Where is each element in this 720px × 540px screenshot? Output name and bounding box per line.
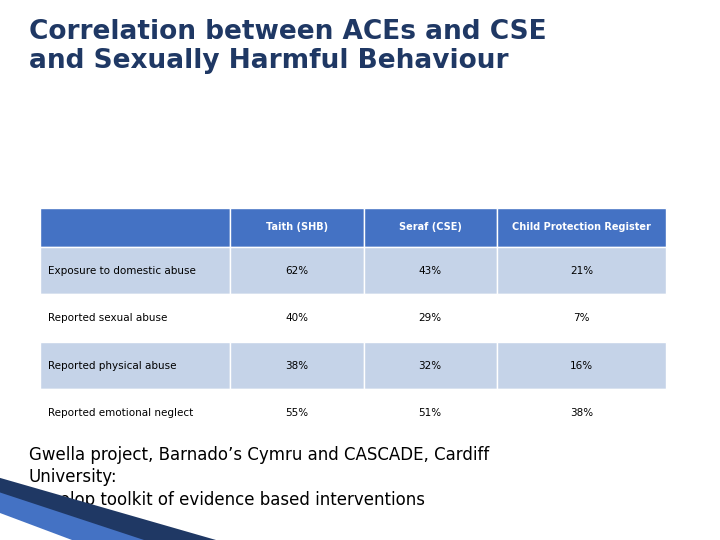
FancyBboxPatch shape <box>497 294 666 342</box>
Text: Reported physical abuse: Reported physical abuse <box>48 361 176 370</box>
Text: 29%: 29% <box>418 313 442 323</box>
Text: Taith (SHB): Taith (SHB) <box>266 222 328 232</box>
FancyBboxPatch shape <box>40 208 230 247</box>
Text: 32%: 32% <box>418 361 442 370</box>
FancyBboxPatch shape <box>497 208 666 247</box>
Text: Exposure to domestic abuse: Exposure to domestic abuse <box>48 266 196 275</box>
FancyBboxPatch shape <box>230 389 364 437</box>
Text: 43%: 43% <box>418 266 442 275</box>
Text: 62%: 62% <box>285 266 309 275</box>
FancyBboxPatch shape <box>40 389 230 437</box>
FancyBboxPatch shape <box>364 389 497 437</box>
Polygon shape <box>0 478 216 540</box>
FancyBboxPatch shape <box>230 208 364 247</box>
FancyBboxPatch shape <box>497 342 666 389</box>
Text: 38%: 38% <box>570 408 593 418</box>
Text: 7%: 7% <box>573 313 590 323</box>
Text: 55%: 55% <box>285 408 309 418</box>
Text: 51%: 51% <box>418 408 442 418</box>
Text: Gwella project, Barnado’s Cymru and CASCADE, Cardiff
University:
develop toolkit: Gwella project, Barnado’s Cymru and CASC… <box>29 446 489 509</box>
Text: Correlation between ACEs and CSE
and Sexually Harmful Behaviour: Correlation between ACEs and CSE and Sex… <box>29 19 546 75</box>
Text: Reported sexual abuse: Reported sexual abuse <box>48 313 168 323</box>
Text: Child Protection Register: Child Protection Register <box>512 222 651 232</box>
FancyBboxPatch shape <box>230 247 364 294</box>
Text: 21%: 21% <box>570 266 593 275</box>
Polygon shape <box>0 492 144 540</box>
Text: Reported emotional neglect: Reported emotional neglect <box>48 408 194 418</box>
FancyBboxPatch shape <box>230 294 364 342</box>
FancyBboxPatch shape <box>364 208 497 247</box>
Text: 16%: 16% <box>570 361 593 370</box>
FancyBboxPatch shape <box>364 247 497 294</box>
FancyBboxPatch shape <box>230 342 364 389</box>
FancyBboxPatch shape <box>497 247 666 294</box>
Text: Seraf (CSE): Seraf (CSE) <box>399 222 462 232</box>
FancyBboxPatch shape <box>364 294 497 342</box>
Text: 38%: 38% <box>285 361 309 370</box>
FancyBboxPatch shape <box>40 247 230 294</box>
Text: 40%: 40% <box>286 313 308 323</box>
FancyBboxPatch shape <box>497 389 666 437</box>
FancyBboxPatch shape <box>364 342 497 389</box>
FancyBboxPatch shape <box>40 294 230 342</box>
Polygon shape <box>0 513 72 540</box>
FancyBboxPatch shape <box>40 342 230 389</box>
